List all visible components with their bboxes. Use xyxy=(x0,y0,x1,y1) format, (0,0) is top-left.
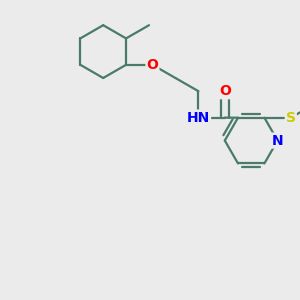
Text: HN: HN xyxy=(187,111,210,124)
Text: O: O xyxy=(146,58,158,72)
Text: O: O xyxy=(219,84,231,98)
Text: N: N xyxy=(272,134,284,148)
Text: S: S xyxy=(286,111,296,125)
